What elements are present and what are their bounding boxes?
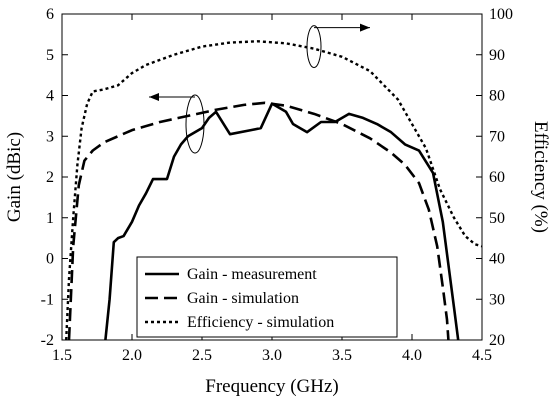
x-tick-label: 4.5 <box>472 347 492 364</box>
y2-tick-label: 40 <box>489 251 505 268</box>
x-tick-label: 4.0 <box>402 347 422 364</box>
y2-tick-label: 30 <box>489 291 505 308</box>
annotations-group <box>149 23 370 154</box>
gain-series-arrow-head <box>149 93 159 102</box>
y2-tick-label: 50 <box>489 210 505 227</box>
x-axis-label: Frequency (GHz) <box>205 376 338 397</box>
y-tick-label: -2 <box>41 332 54 349</box>
x-tick-label: 3.0 <box>262 347 282 364</box>
gain-measurement-series <box>104 102 460 340</box>
y-tick-label: 5 <box>46 47 54 64</box>
y-tick-label: 0 <box>46 251 54 268</box>
x-tick-label: 1.5 <box>52 347 72 364</box>
axes-group: 1.5 2.0 2.5 3.0 3.5 4.0 4.5 -2 -1 0 1 2 3 4 5 6 20 30 40 50… <box>41 6 513 364</box>
y2-tick-label: 90 <box>489 47 505 64</box>
series-group <box>65 40 482 340</box>
legend-label: Gain - measurement <box>187 266 317 283</box>
y-axis-label: Gain (dBic) <box>4 132 25 222</box>
x-tick-label: 2.0 <box>122 347 142 364</box>
legend-label: Efficiency - simulation <box>187 314 334 331</box>
y-tick-label: 2 <box>46 169 54 186</box>
y2-tick-label: 20 <box>489 332 505 349</box>
y2-tick-label: 100 <box>489 6 513 23</box>
legend-label: Gain - simulation <box>187 290 299 307</box>
efficiency-series-arrow-head <box>360 23 370 32</box>
gain-simulation-series <box>67 101 450 340</box>
legend: Gain - measurement Gain - simulation Effic… <box>136 256 398 338</box>
efficiency-series-ellipse <box>306 25 322 69</box>
y-tick-label: -1 <box>41 291 54 308</box>
y2-axis-label: Efficiency (%) <box>530 121 550 233</box>
y-tick-label: 4 <box>46 88 54 105</box>
y2-tick-label: 60 <box>489 169 505 186</box>
y-tick-label: 1 <box>46 210 54 227</box>
gain-series-ellipse <box>185 94 205 154</box>
x-tick-label: 2.5 <box>192 347 212 364</box>
y-tick-label: 6 <box>46 6 54 23</box>
y-tick-label: 3 <box>46 128 54 145</box>
x-tick-label: 3.5 <box>332 347 352 364</box>
y2-tick-label: 80 <box>489 88 505 105</box>
efficiency-simulation-series <box>65 40 482 340</box>
legend-box <box>136 256 398 338</box>
y2-tick-label: 70 <box>489 128 505 145</box>
